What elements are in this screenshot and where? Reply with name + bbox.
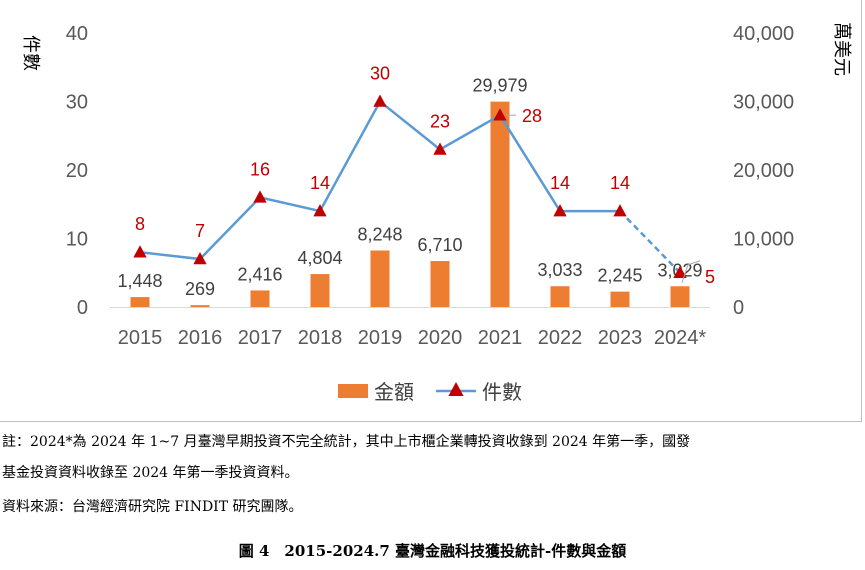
count-marker-2019 [373, 94, 387, 107]
x-tick-label: 2024* [654, 327, 706, 349]
left-tick-label: 30 [66, 92, 88, 114]
right-tick-label: 40,000 [733, 23, 794, 45]
amount-label: 3,033 [537, 260, 582, 280]
count-marker-2021 [493, 108, 507, 121]
left-tick-label: 10 [66, 229, 88, 251]
amount-label: 8,248 [357, 225, 402, 245]
count-label: 14 [550, 173, 570, 193]
figure-caption: 圖 4 2015-2024.7 臺灣金融科技獲投統計-件數與金額 [238, 542, 627, 560]
legend-count-label: 件數 [482, 380, 522, 404]
right-tick-label: 30,000 [733, 92, 794, 114]
count-label: 23 [430, 111, 450, 131]
x-tick-label: 2016 [178, 327, 223, 349]
count-marker-2015 [133, 245, 147, 258]
count-line-dashed [619, 210, 681, 274]
x-tick-label: 2021 [478, 327, 523, 349]
x-tick-label: 2023 [598, 327, 643, 349]
amount-label: 6,710 [417, 235, 462, 255]
count-label: 28 [522, 106, 542, 126]
x-tick-label: 2022 [538, 327, 583, 349]
right-tick-label: 0 [733, 297, 744, 319]
count-marker-2022 [553, 204, 567, 217]
right-axis-ticks: 0 10,000 20,000 30,000 40,000 [733, 23, 794, 319]
note-line-1: 註：2024*為 2024 年 1~7 月臺灣早期投資不完全統計，其中上市櫃企業… [2, 434, 691, 450]
count-marker-2023 [613, 204, 627, 217]
count-line [139, 99, 681, 274]
amount-bar-2019 [370, 250, 390, 307]
left-tick-label: 0 [77, 297, 88, 319]
amount-labels: 1,448 269 2,416 4,804 8,248 6,710 29,979 3,033 2… [117, 76, 702, 300]
chart-frame [0, 0, 862, 422]
legend-amount-label: 金額 [374, 380, 414, 404]
count-marker-2024 [673, 265, 687, 278]
count-marker-2018 [313, 204, 327, 217]
count-labels: 8 7 16 14 30 23 28 14 14 5 [135, 64, 715, 287]
right-tick-label: 20,000 [733, 160, 794, 182]
left-axis-ticks: 0 10 20 30 40 [66, 23, 88, 319]
left-tick-label: 40 [66, 23, 88, 45]
count-markers [133, 94, 687, 278]
amount-label: 4,804 [297, 248, 342, 268]
x-tick-label: 2018 [298, 327, 343, 349]
amount-bar-2023 [610, 291, 630, 307]
amount-bar-2017 [250, 290, 270, 307]
count-label-leader [681, 260, 701, 283]
legend-bar-swatch [338, 384, 368, 398]
count-label: 30 [370, 64, 390, 84]
amount-label: 269 [185, 279, 215, 299]
amount-label: 2,416 [237, 264, 282, 284]
amount-bar-2021 [490, 101, 510, 307]
right-tick-label: 10,000 [733, 229, 794, 251]
count-marker-2020 [433, 142, 447, 155]
count-label: 14 [610, 173, 630, 193]
amount-bar-2015 [130, 297, 150, 307]
source-note: 資料來源：台灣經濟研究院 FINDIT 研究團隊。 [2, 499, 303, 515]
x-tick-label: 2017 [238, 327, 283, 349]
amount-bar-2024 [670, 286, 690, 307]
note-line-2: 基金投資資料收錄至 2024 年第一季投資資料。 [2, 465, 299, 481]
count-marker-2017 [253, 190, 267, 203]
combo-chart: 0 10 20 30 40 0 10,000 20,000 30,000 40,000 件數 萬… [20, 22, 852, 404]
x-tick-label: 2020 [418, 327, 463, 349]
count-label: 5 [705, 267, 715, 287]
x-tick-label: 2019 [358, 327, 403, 349]
amount-label: 2,245 [597, 266, 642, 286]
amount-bar-2022 [550, 286, 570, 307]
count-label: 8 [135, 214, 145, 234]
left-tick-label: 20 [66, 160, 88, 182]
x-axis-ticks: 2015 2016 2017 2018 2019 2020 2021 2022 2023 2024… [118, 327, 707, 349]
amount-bar-2016 [190, 305, 210, 307]
legend: 金額 件數 [338, 380, 522, 404]
count-label: 16 [250, 159, 270, 179]
amount-bar-2020 [430, 261, 450, 307]
count-label: 7 [195, 221, 205, 241]
amount-label: 1,448 [117, 271, 162, 291]
left-axis-title: 件數 [20, 35, 41, 71]
amount-label: 29,979 [472, 76, 527, 96]
right-axis-title: 萬美元 [831, 22, 852, 76]
amount-bar-2018 [310, 274, 330, 307]
amount-bars [130, 101, 690, 307]
count-label: 14 [310, 173, 330, 193]
legend-marker-swatch [448, 382, 464, 396]
count-marker-2016 [193, 252, 207, 265]
x-tick-label: 2015 [118, 327, 163, 349]
